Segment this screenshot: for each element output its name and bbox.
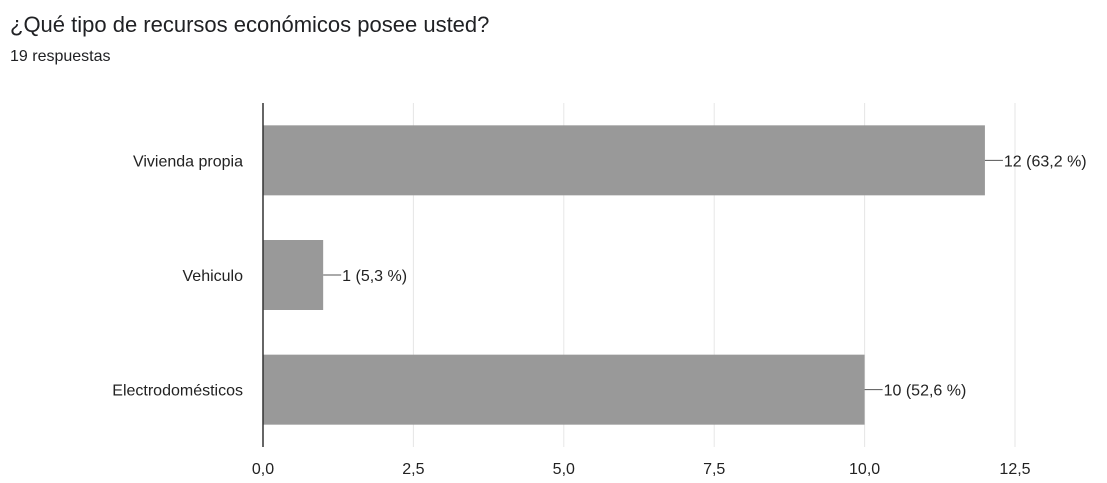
x-tick-label: 5,0 [553,461,575,478]
bar [263,354,865,425]
data-label: 12 (63,2 %) [1004,153,1087,170]
bar [263,125,985,196]
data-label: 10 (52,6 %) [884,383,967,400]
x-tick-label: 7,5 [703,461,725,478]
x-tick-label: 10,0 [849,461,880,478]
x-tick-label: 2,5 [402,461,424,478]
category-label: Vehiculo [183,268,244,285]
response-count: 19 respuestas [10,48,111,65]
x-tick-label: 12,5 [999,461,1030,478]
bar [263,240,324,310]
data-label: 1 (5,3 %) [342,268,407,285]
x-tick-label: 0,0 [252,461,274,478]
category-label: Vivienda propia [133,153,243,170]
category-label: Electrodomésticos [112,383,243,400]
chart-title: ¿Qué tipo de recursos económicos posee u… [10,12,490,37]
